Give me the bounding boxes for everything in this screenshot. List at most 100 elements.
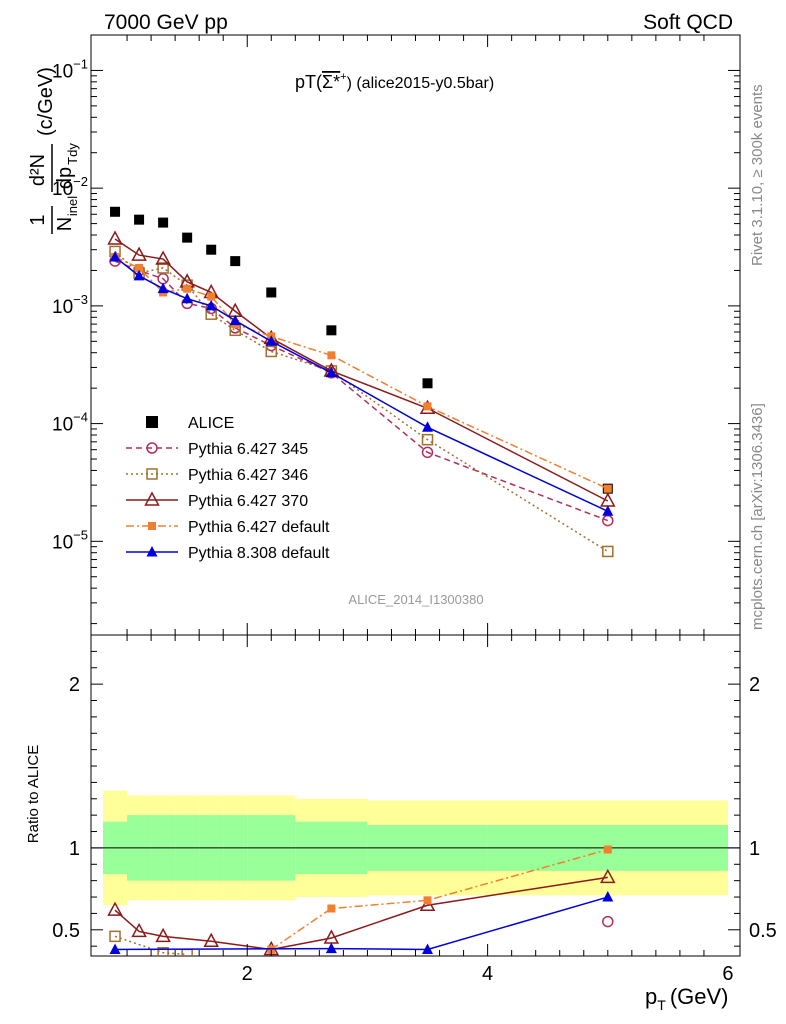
data-point [107, 230, 123, 245]
data-point [181, 292, 193, 304]
legend-label: Pythia 6.427 346 [188, 467, 308, 484]
data-point [422, 378, 433, 389]
data-point [157, 282, 169, 294]
data-point [423, 402, 432, 411]
data-point [229, 314, 241, 326]
x-tick-label: 4 [482, 963, 493, 985]
data-point [182, 232, 193, 243]
ylabel-deriv-den-sub: Tdy [65, 143, 80, 165]
ylabel-unit: (c/GeV) [35, 67, 57, 136]
data-point [600, 868, 616, 884]
data-point [155, 250, 171, 265]
legend-entry: Pythia 8.308 default [126, 545, 330, 562]
plot-title-particle: Σ* [322, 72, 340, 92]
header-left: 7000 GeV pp [104, 11, 228, 34]
series-line [114, 260, 609, 522]
data-point [205, 299, 217, 311]
y-axis-label-bottom: Ratio to ALICE [25, 745, 42, 843]
series-line [114, 238, 609, 502]
ratio-series [107, 845, 616, 956]
ylabel-frac-den-sub: inel [65, 196, 80, 216]
series-pythia-6-427-346 [109, 245, 614, 558]
header-right: Soft QCD [643, 11, 733, 34]
data-point [206, 244, 217, 255]
legend-label: ALICE [188, 415, 234, 432]
data-point [265, 345, 278, 358]
watermark: ALICE_2014_I1300380 [348, 592, 483, 607]
data-point [148, 522, 156, 530]
rivet-label: Rivet 3.1.10, ≥ 300k events [749, 84, 766, 266]
data-point [146, 546, 158, 557]
series-pythia-8-308-default [109, 251, 614, 516]
data-point [423, 896, 432, 905]
data-point [207, 292, 216, 301]
y-tick-label-right: 0.5 [749, 920, 777, 942]
y-axis-label-top: 1 N inel d²N dp Tdy (c/GeV) [27, 67, 80, 234]
ylabel-deriv-num: d²N [27, 154, 49, 186]
data-point [603, 484, 612, 493]
data-point [325, 942, 337, 954]
data-point [602, 545, 614, 558]
plot-title-prefix: pT( [295, 72, 322, 92]
data-point [146, 442, 158, 454]
ratio-series-pythia-8-308-default [109, 891, 614, 954]
data-point [327, 351, 336, 360]
data-point [144, 491, 160, 506]
data-point [133, 269, 145, 281]
ylabel-deriv-den: dp [54, 167, 76, 189]
data-point [265, 335, 277, 346]
y-tick-label: 10−5 [52, 527, 88, 553]
plot-title-charge: + [340, 71, 346, 83]
data-point [602, 505, 614, 516]
ylabel-frac-num: 1 [27, 214, 49, 225]
data-point [603, 845, 612, 854]
data-point [325, 366, 337, 378]
data-point [158, 217, 169, 228]
y-tick-labels-top: 10−1 10−2 10−3 10−4 10−5 [52, 56, 88, 553]
data-point [107, 901, 123, 916]
series-pythia-6-427-default [111, 253, 612, 493]
data-point [146, 468, 158, 480]
data-point [134, 214, 145, 225]
y-tick-label: 10−2 [52, 174, 88, 200]
data-point [203, 932, 219, 948]
y-tick-label-right: 1 [749, 838, 760, 860]
ratio-line [114, 935, 188, 956]
data-point [146, 416, 158, 428]
series-line [114, 256, 609, 512]
data-point [157, 262, 169, 274]
data-point [600, 492, 616, 507]
legend-label: Pythia 6.427 default [188, 519, 330, 536]
y-tick-label: 2 [69, 674, 80, 696]
ratio-series-pythia-6-427-345 [602, 915, 614, 928]
data-point [131, 246, 147, 261]
data-point [109, 943, 121, 954]
ylabel-frac-den: N [54, 217, 76, 231]
mcplots-label: mcplots.cern.ch [arXiv:1306.3436] [749, 403, 766, 630]
series-pythia-6-427-370 [107, 230, 616, 507]
data-point [327, 904, 336, 913]
data-point [422, 943, 434, 954]
data-point [155, 927, 171, 943]
data-point [421, 433, 434, 446]
data-point [326, 325, 337, 336]
legend-entry: Pythia 6.427 345 [126, 441, 308, 458]
data-point [157, 946, 169, 956]
y-tick-labels-bottom: 2 2 1 1 0.5 0.5 [52, 674, 777, 942]
legend-entry: Pythia 6.427 346 [126, 467, 308, 484]
data-point [602, 891, 614, 902]
plot-title-suffix: ) (alice2015-y0.5bar) [347, 75, 495, 92]
y-tick-label: 10−3 [52, 292, 88, 318]
data-point [422, 421, 434, 432]
data-point [602, 915, 614, 928]
y-tick-label: 0.5 [52, 920, 80, 942]
legend-entry: Pythia 6.427 370 [126, 491, 308, 510]
ratio-line [115, 896, 609, 951]
axis-ticks [91, 34, 740, 956]
data-point [109, 251, 121, 262]
data-point [230, 256, 241, 267]
data-point [135, 263, 144, 272]
data-point [421, 446, 434, 459]
legend-entry: Pythia 6.427 default [126, 519, 330, 536]
legend-entry: ALICE [146, 415, 234, 432]
